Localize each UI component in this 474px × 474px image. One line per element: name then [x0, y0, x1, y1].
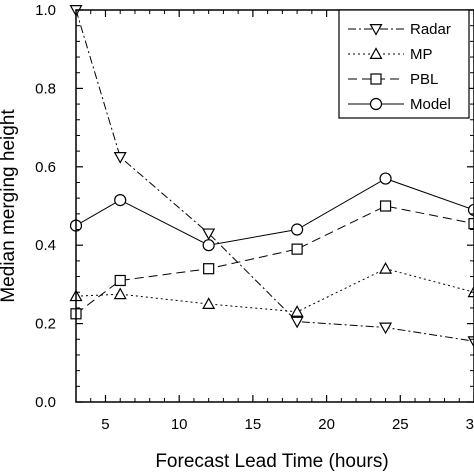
legend-marker-pbl — [370, 73, 382, 85]
data-point-model — [379, 172, 392, 185]
series-line-model — [75, 178, 474, 246]
data-point-pbl — [291, 243, 303, 255]
data-point-pbl — [203, 263, 215, 275]
data-point-pbl — [379, 200, 392, 212]
x-tick-label: 5 — [101, 416, 109, 433]
legend-label-pbl: PBL — [410, 71, 438, 88]
legend-marker-mp — [369, 47, 383, 60]
y-tick-label: 1.0 — [35, 2, 56, 19]
data-point-mp — [379, 261, 393, 274]
legend-box — [338, 9, 470, 119]
data-point-mp — [290, 305, 304, 317]
x-tick-label: 30 — [466, 416, 474, 433]
y-tick-label: 0.4 — [35, 237, 56, 254]
data-point-radar — [290, 316, 304, 329]
legend-marker-radar — [369, 24, 383, 36]
y-axis-title: Median merging height — [0, 109, 19, 303]
y-tick-label: 0.6 — [35, 159, 56, 176]
data-point-pbl — [114, 274, 126, 287]
ticks-layer — [76, 9, 474, 403]
y-tick-label: 0.8 — [35, 80, 56, 97]
tick-labels: 5 10 15 20 25 30 0.0 0.2 0.4 0.6 0.8 1.0 — [35, 2, 474, 433]
legend-label-radar: Radar — [410, 21, 451, 38]
legend-marker-model — [369, 97, 383, 111]
legend: Radar MP PBL Model — [338, 9, 470, 119]
x-tick-label: 20 — [318, 416, 335, 433]
data-point-model — [114, 194, 127, 207]
data-point-mp — [113, 287, 127, 300]
y-tick-label: 0.2 — [35, 316, 56, 333]
data-point-mp — [467, 285, 474, 298]
plot-frame — [75, 9, 474, 403]
series-line-pbl — [75, 205, 474, 315]
data-point-radar — [113, 152, 127, 164]
data-point-pbl — [468, 218, 474, 230]
data-point-mp — [202, 297, 216, 309]
legend-label-model: Model — [410, 96, 451, 113]
data-point-model — [467, 203, 474, 217]
data-point-model — [202, 239, 215, 252]
x-axis-title: Forecast Lead Time (hours) — [155, 451, 388, 472]
data-point-model — [291, 223, 304, 236]
data-point-radar — [467, 336, 474, 348]
x-tick-label: 25 — [392, 416, 409, 433]
x-tick-label: 10 — [171, 416, 188, 433]
series-line-radar — [75, 9, 474, 342]
legend-label-mp: MP — [410, 46, 433, 63]
x-tick-label: 15 — [245, 416, 262, 433]
data-point-radar — [202, 228, 216, 241]
series-line-mp — [75, 268, 474, 313]
y-tick-label: 0.0 — [35, 394, 56, 411]
data-point-radar — [379, 322, 393, 335]
